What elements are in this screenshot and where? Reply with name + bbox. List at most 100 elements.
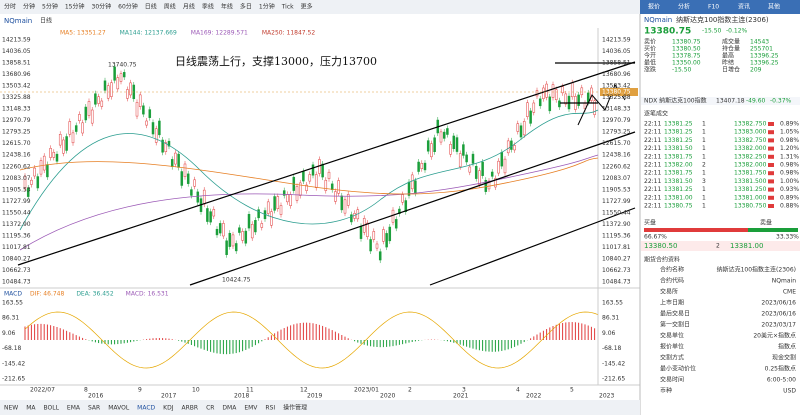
candle-body [254,220,257,233]
indicator-tab[interactable]: EMV [244,405,258,412]
candle-body [513,145,516,151]
toolbar-tab[interactable]: 60分钟 [118,3,138,11]
field-value: 14543 [750,39,769,46]
toolbar-tab[interactable]: 30分钟 [92,3,112,11]
field-value: -15.50 [672,67,692,74]
toolbar-tab[interactable]: 分钟 [23,3,35,11]
candle-body [23,176,27,189]
trade-price: 13381.50 [664,178,693,185]
toolbar-tab[interactable]: 日线 [145,3,157,11]
candle-body [426,140,430,152]
toolbar-tab[interactable]: Tick [281,4,294,11]
candle-body [554,89,558,100]
macd-tick-label: 86.31 [2,315,19,322]
field-value: 13380.75 [672,39,701,46]
ask: 13381.00 [730,242,763,250]
candle-body [46,164,49,178]
toolbar-tab[interactable]: 分时 [4,3,16,11]
panel-tab[interactable]: 分析 [678,3,690,11]
panel-tab[interactable]: 其他 [768,3,780,11]
candle-body [55,153,59,162]
candle-body [190,189,193,196]
panel-tab[interactable]: F10 [708,4,719,11]
info-value: 2023/06/16 [761,311,796,318]
toolbar-tab[interactable]: 5分钟 [42,3,58,11]
indicator-tab[interactable]: NEW [4,405,18,412]
date-label: 11 [246,387,254,394]
macd-tick-label: -68.18 [602,345,622,352]
price-tick-label: 12970.79 [602,117,631,124]
symbol: NQmain [4,17,32,25]
indicator-tab[interactable]: MA [26,405,36,412]
year-label: 2018 [234,393,249,400]
indicator-tab[interactable]: ARBR [182,405,199,412]
candle-body [193,179,196,187]
toolbar-tab[interactable]: 季线 [202,3,214,11]
candle-body [94,93,97,105]
indicator-tab[interactable]: DMA [222,405,237,412]
indicator-tab[interactable]: MAVOL [108,405,130,412]
candle-body [126,89,129,99]
date-label: 2022/07 [30,387,55,394]
info-value: 0.25指数点 [765,365,796,373]
price-tick-label: 12260.62 [2,163,31,170]
ma-legend: MA5: 13351.27 [60,30,106,37]
field-value: 13396.25 [750,60,779,67]
toolbar-tab[interactable]: 15分钟 [65,3,85,11]
candle-body [503,158,507,174]
trade-time: 22:11 [644,129,661,136]
info-label: 交割方式 [660,354,684,362]
price-tick-label: 12970.79 [2,117,31,124]
info-label: 交易单位 [660,332,684,340]
panel-tab[interactable]: 资讯 [738,3,750,11]
macd-name: MACD [4,291,22,298]
indicator-tab[interactable]: BOLL [44,405,60,412]
info-label: 第一交割日 [660,321,690,329]
indicator-tab[interactable]: MACD [137,405,155,412]
indicator-tab[interactable]: 操作管理 [283,404,307,412]
indicator-tab[interactable]: CR [206,405,214,412]
trade-price: 13381.25 [664,186,693,193]
indicator-tab[interactable]: SAR [88,405,100,412]
price-tick-label: 13148.33 [2,106,31,113]
indicator-tab[interactable]: KDJ [163,405,174,412]
candle-body [71,132,75,144]
indicator-tab[interactable]: EMA [67,405,81,412]
price-tick-label: 12438.16 [602,152,631,159]
candle-body [231,234,235,247]
toolbar-tab[interactable]: 1分钟 [259,3,275,11]
trade-qty: 1 [702,186,706,193]
toolbar-tab[interactable]: 更多 [301,3,313,11]
candle-body [74,125,78,132]
price-tick-label: 13858.51 [2,60,31,67]
dif-line [24,311,598,369]
depth-bar [768,154,774,159]
price-tick-label: 12793.25 [2,129,31,136]
candle-body [116,77,120,90]
ma-legend: MA250: 11847.52 [262,30,315,37]
candle-body [145,120,148,126]
toolbar-tab[interactable]: 年线 [221,3,233,11]
toolbar-tab[interactable]: 多日 [240,3,252,11]
candle-body [177,153,180,168]
candle-body [225,240,228,255]
trade-price: 13382.00 [664,162,693,169]
candle-body [401,194,404,203]
candle-body [542,87,545,99]
candle-body [186,173,190,184]
depth-pct: 0.89% [780,121,799,128]
info-label: 交易时间 [660,376,684,384]
macd-tick-label: 163.55 [602,300,623,307]
panel-tab[interactable]: 报价 [648,3,660,11]
candle-body [97,96,100,104]
field-value: 13396.25 [750,53,779,60]
ma-legend: MA144: 12137.669 [120,30,177,37]
toolbar-tab[interactable]: 周线 [164,3,176,11]
depth-bar [768,122,774,126]
toolbar-tab[interactable]: 月线 [183,3,195,11]
indicator-tab[interactable]: RSI [265,405,275,412]
candle-body [311,164,315,176]
price-tick-label: 11017.81 [2,244,31,251]
candle-body [167,140,171,147]
